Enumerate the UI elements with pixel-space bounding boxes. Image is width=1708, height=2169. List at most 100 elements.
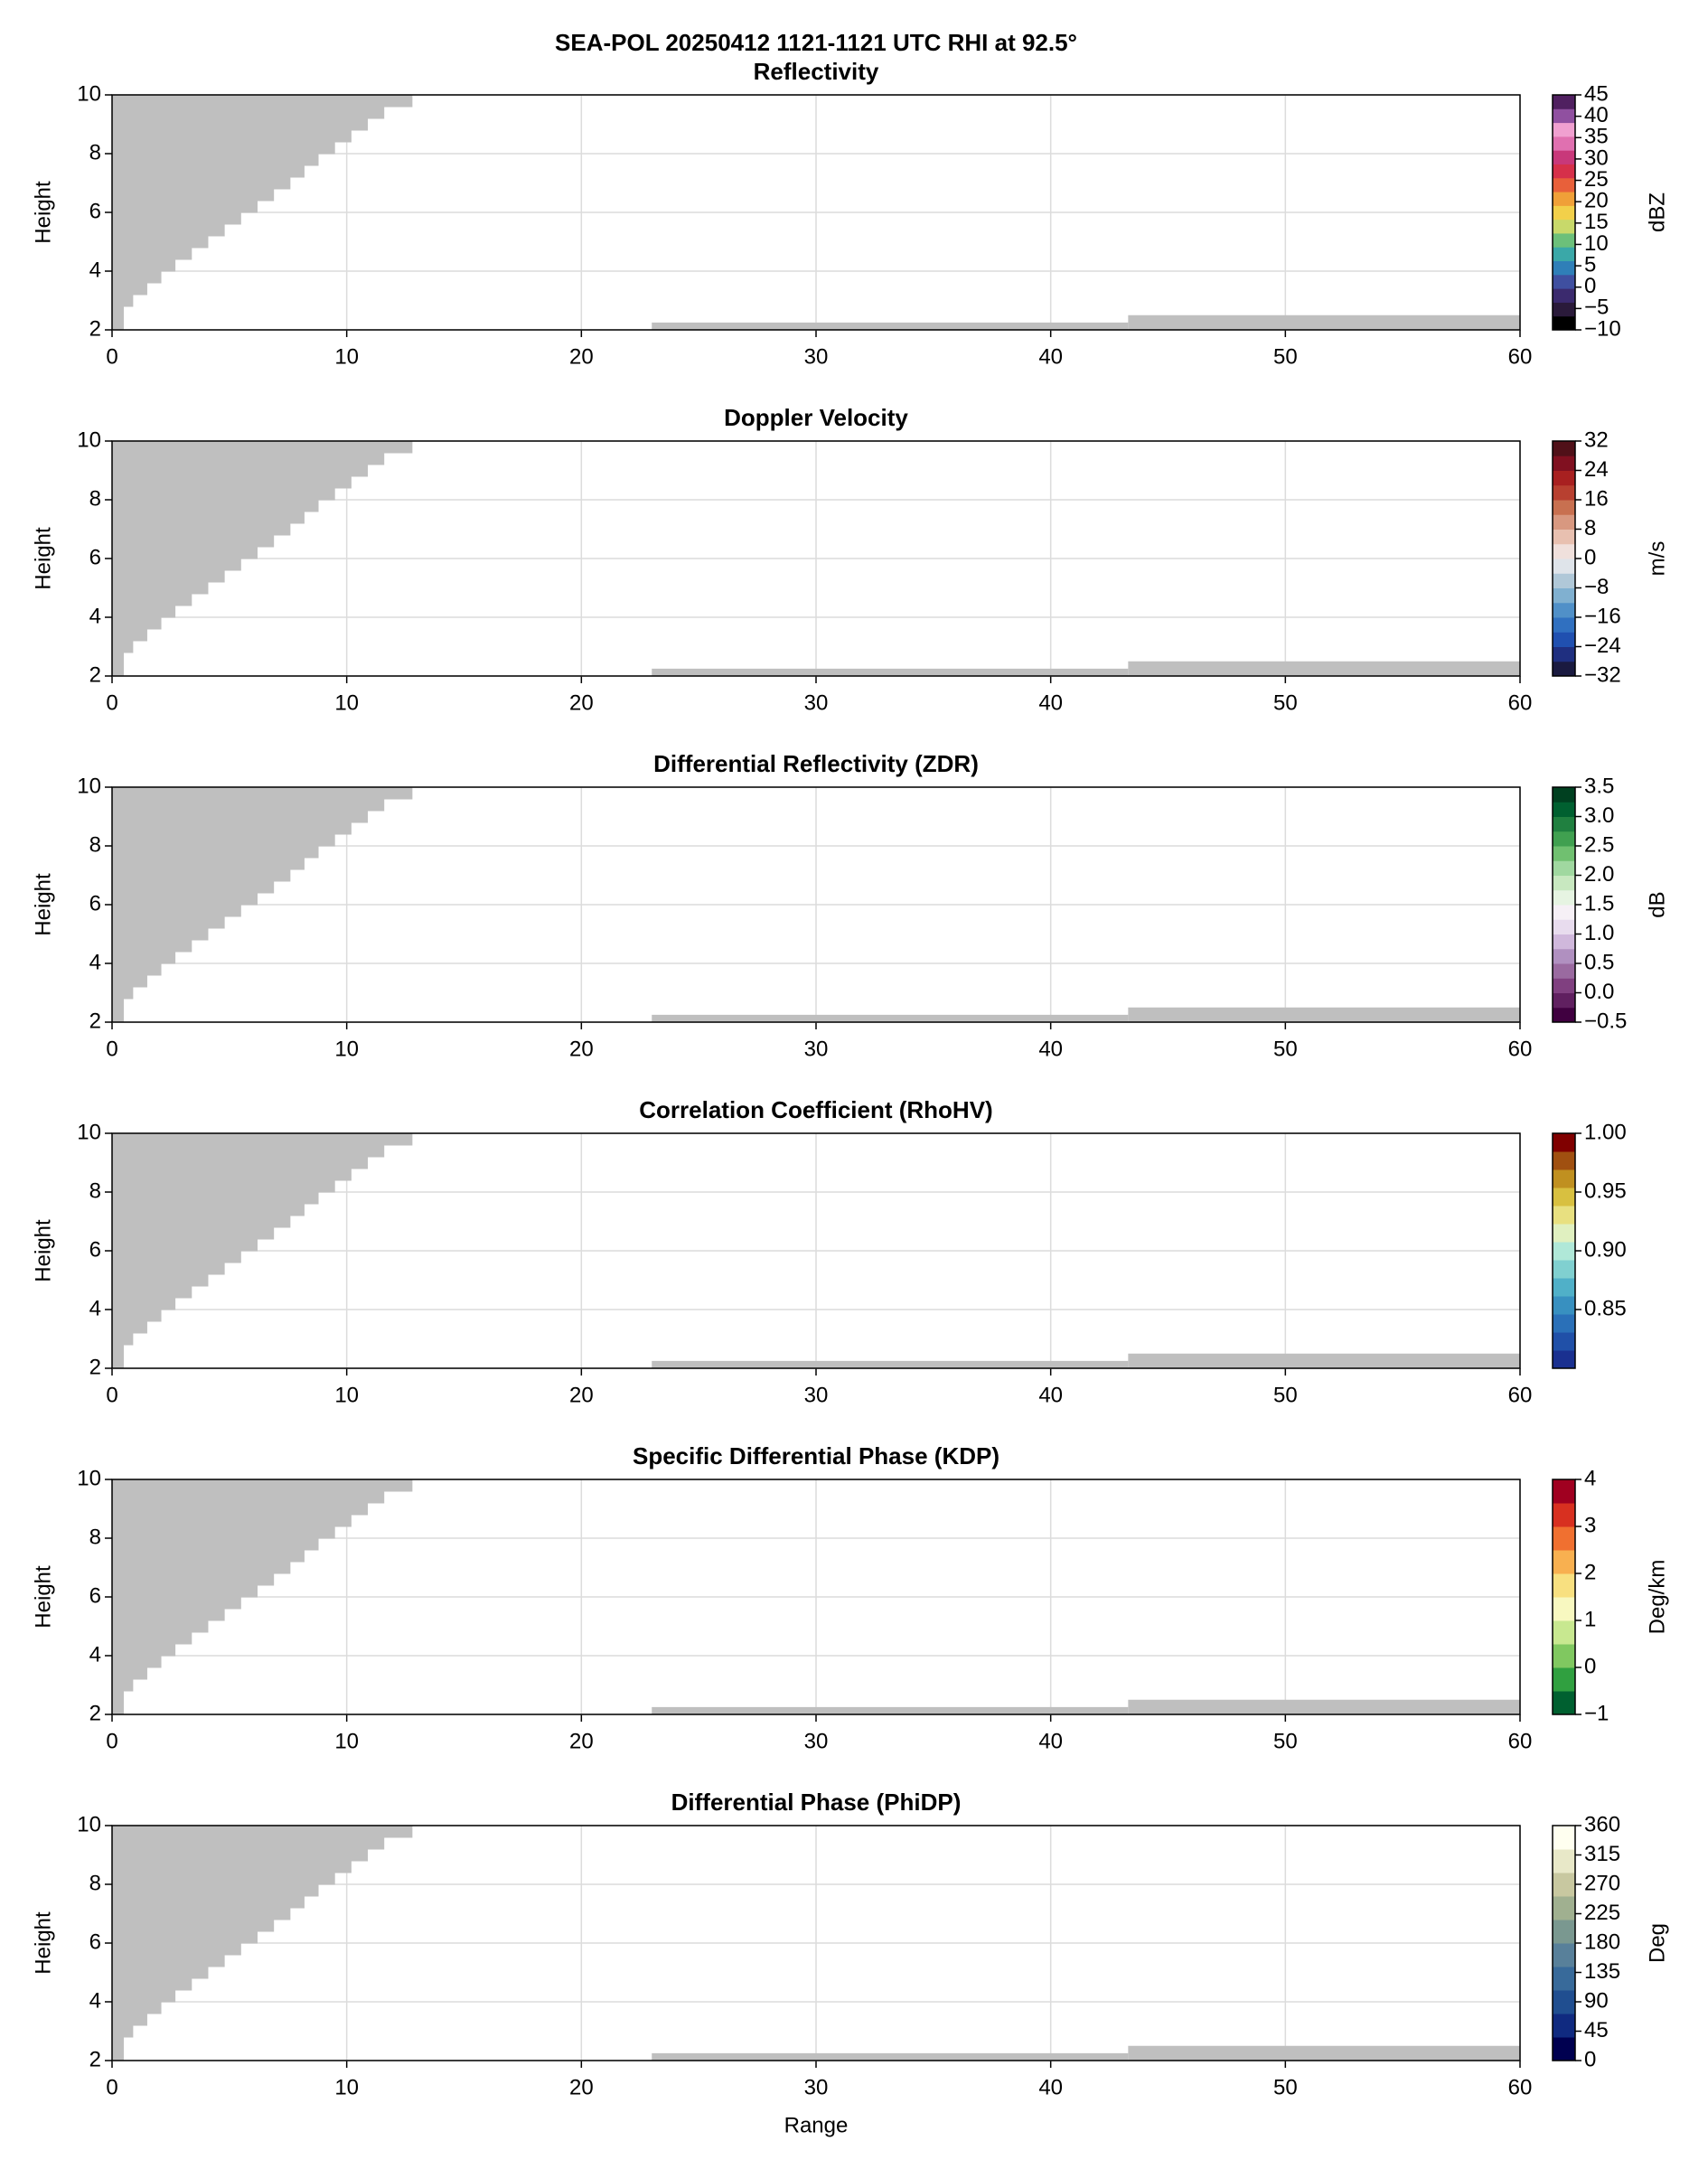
ground-clutter <box>1128 315 1520 330</box>
colorbar-segment <box>1553 315 1575 331</box>
colorbar-segment <box>1553 500 1575 515</box>
colorbar-segment <box>1553 992 1575 1009</box>
y-tick-label: 2 <box>89 1009 101 1033</box>
masked-region <box>112 306 124 331</box>
colorbar-segment <box>1553 632 1575 647</box>
colorbar-segment <box>1553 617 1575 633</box>
masked-region <box>112 653 124 677</box>
masked-region <box>112 236 209 249</box>
colorbar-segment <box>1553 905 1575 920</box>
masked-region <box>112 905 241 917</box>
masked-region <box>112 834 335 847</box>
colorbar-tick-label: 0.5 <box>1584 950 1614 974</box>
masked-region <box>112 822 352 835</box>
masked-region <box>112 547 258 559</box>
panel-title: Differential Reflectivity (ZDR) <box>653 750 979 777</box>
masked-region <box>112 1274 209 1287</box>
colorbar-segment <box>1553 978 1575 993</box>
panel-title: Reflectivity <box>754 58 879 85</box>
colorbar-segment <box>1553 1826 1575 1850</box>
masked-region <box>112 453 385 465</box>
colorbar-tick-label: 0 <box>1584 1654 1596 1678</box>
y-tick-label: 6 <box>89 545 101 569</box>
colorbar-segment <box>1553 1007 1575 1023</box>
masked-region <box>112 940 192 953</box>
colorbar-tick-label: 15 <box>1584 210 1609 234</box>
colorbar-segment <box>1553 1278 1575 1297</box>
x-tick-label: 10 <box>334 2075 359 2099</box>
masked-region <box>112 1644 176 1657</box>
y-tick-label: 10 <box>77 1466 101 1490</box>
colorbar-tick-label: 0.0 <box>1584 980 1614 1004</box>
ground-clutter <box>1128 661 1520 676</box>
colorbar-segment <box>1553 1597 1575 1621</box>
colorbar-tick-label: 3 <box>1584 1513 1596 1537</box>
panel-title: Doppler Velocity <box>724 404 908 431</box>
colorbar-segment <box>1553 948 1575 964</box>
colorbar-segment <box>1553 177 1575 192</box>
masked-region <box>112 165 305 178</box>
colorbar-segment <box>1553 1644 1575 1668</box>
colorbar-segment <box>1553 1667 1575 1692</box>
masked-region <box>112 1826 413 1838</box>
masked-region <box>112 799 385 812</box>
x-tick-label: 40 <box>1038 1729 1063 1753</box>
masked-region <box>112 295 134 307</box>
plot-frame <box>111 1132 1521 1369</box>
x-tick-label: 0 <box>106 1037 117 1061</box>
colorbar-segment <box>1553 1260 1575 1279</box>
colorbar-tick-label: 10 <box>1584 231 1609 256</box>
masked-region <box>112 1978 192 1991</box>
colorbar-tick-label: 30 <box>1584 146 1609 170</box>
ground-clutter <box>652 668 1129 676</box>
masked-region <box>112 523 291 536</box>
colorbar-tick-label: 0 <box>1584 545 1596 569</box>
ground-clutter <box>1128 1007 1520 1022</box>
colorbar-segment <box>1553 1920 1575 1944</box>
y-axis-label: Height <box>31 181 55 244</box>
masked-region <box>112 465 369 477</box>
colorbar-segment <box>1553 1133 1575 1152</box>
masked-region <box>112 963 162 976</box>
masked-region <box>112 283 147 296</box>
masked-region <box>112 130 352 143</box>
masked-region <box>112 1861 352 1873</box>
colorbar-tick-label: −5 <box>1584 296 1609 320</box>
masked-region <box>112 1632 192 1645</box>
colorbar-segment <box>1553 587 1575 604</box>
colorbar-segment <box>1553 1620 1575 1645</box>
y-tick-label: 10 <box>77 774 101 798</box>
colorbar-tick-label: −0.5 <box>1584 1009 1627 1033</box>
masked-region <box>112 142 335 155</box>
colorbar-segment <box>1553 1296 1575 1315</box>
x-tick-label: 60 <box>1508 690 1533 715</box>
y-tick-label: 4 <box>89 1642 101 1667</box>
colorbar-tick-label: 3.0 <box>1584 803 1614 828</box>
x-tick-label: 30 <box>804 1037 829 1061</box>
colorbar-tick-label: 90 <box>1584 1988 1609 2013</box>
colorbar-segment <box>1553 1526 1575 1551</box>
colorbar-tick-label: 270 <box>1584 1871 1620 1895</box>
colorbar-segment <box>1553 802 1575 817</box>
x-tick-label: 30 <box>804 2075 829 2099</box>
y-tick-label: 10 <box>77 81 101 106</box>
colorbar-tick-label: 32 <box>1584 427 1609 452</box>
colorbar-tick-label: 45 <box>1584 2018 1609 2042</box>
masked-region <box>112 2014 147 2026</box>
panel-title: Specific Differential Phase (KDP) <box>633 1442 999 1469</box>
colorbar-segment <box>1553 2014 1575 2038</box>
masked-region <box>112 999 124 1023</box>
masked-region <box>112 1333 134 1346</box>
ground-clutter <box>1128 2045 1520 2061</box>
colorbar-segment <box>1553 543 1575 559</box>
colorbar-tick-label: 1.00 <box>1584 1120 1627 1144</box>
masked-region <box>112 1873 335 1885</box>
colorbar-tick-label: 0 <box>1584 274 1596 298</box>
ground-clutter <box>652 2052 1129 2061</box>
y-tick-label: 10 <box>77 427 101 452</box>
colorbar-tick-label: −8 <box>1584 575 1609 599</box>
x-tick-label: 50 <box>1273 2075 1298 2099</box>
x-tick-label: 30 <box>804 1383 829 1407</box>
colorbar-tick-label: 5 <box>1584 252 1596 277</box>
